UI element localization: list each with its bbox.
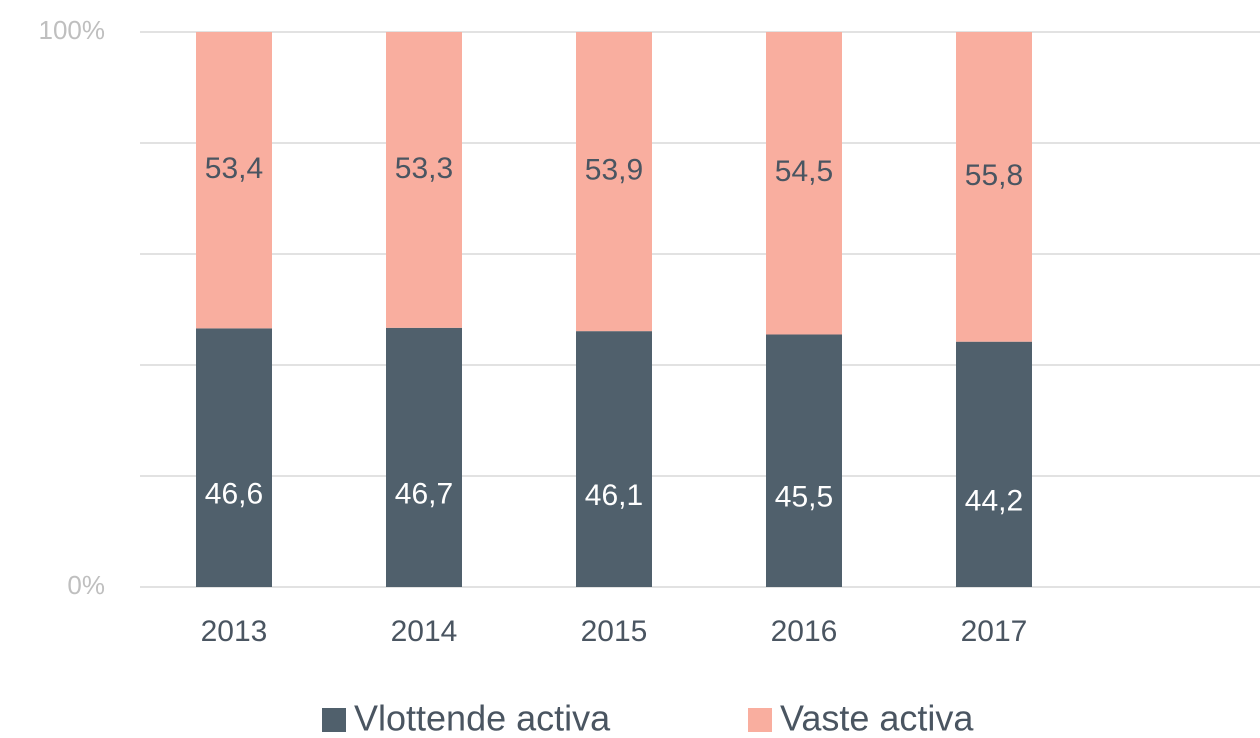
legend-swatch <box>322 708 346 732</box>
legend-label: Vaste activa <box>780 698 974 738</box>
data-label: 45,5 <box>775 481 833 514</box>
x-tick-label: 2016 <box>771 615 838 648</box>
bar-segment <box>956 32 1032 342</box>
bar-segment <box>196 328 272 587</box>
legend-label: Vlottende activa <box>354 698 611 738</box>
data-label: 54,5 <box>775 155 833 188</box>
x-tick-label: 2013 <box>201 615 268 648</box>
bar-segment <box>196 32 272 329</box>
data-label: 44,2 <box>965 484 1023 517</box>
x-tick-label: 2015 <box>581 615 648 648</box>
bar-segment <box>766 32 842 335</box>
y-tick-label: 100% <box>39 15 106 45</box>
bar-segment <box>386 32 462 328</box>
bar-segment <box>766 334 842 587</box>
y-tick-label: 0% <box>67 570 105 600</box>
data-label: 55,8 <box>965 159 1023 192</box>
data-label: 46,6 <box>205 478 263 511</box>
data-label: 53,3 <box>395 152 453 185</box>
legend-swatch <box>748 708 772 732</box>
x-tick-label: 2017 <box>961 615 1028 648</box>
data-label: 53,4 <box>205 152 263 185</box>
bar-segment <box>956 341 1032 587</box>
data-label: 46,1 <box>585 479 643 512</box>
data-label: 53,9 <box>585 153 643 186</box>
bar-segment <box>576 331 652 587</box>
bar-segment <box>576 32 652 332</box>
bar-segment <box>386 327 462 587</box>
x-tick-label: 2014 <box>391 615 458 648</box>
data-label: 46,7 <box>395 477 453 510</box>
